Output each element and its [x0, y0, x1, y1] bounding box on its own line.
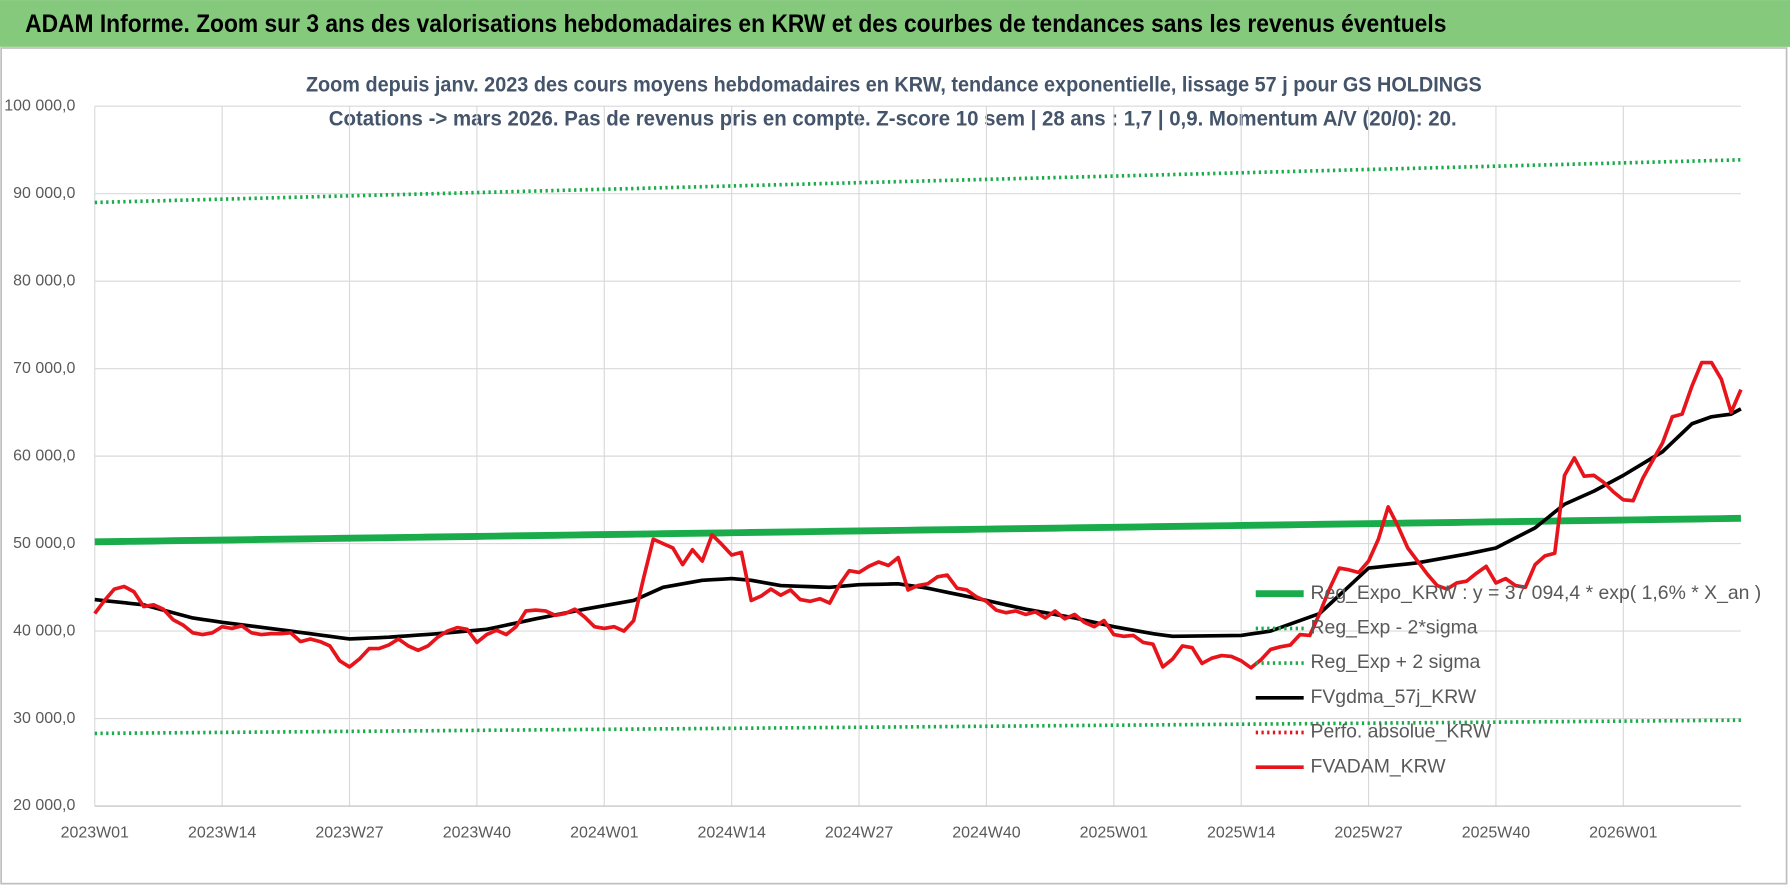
x-tick-label: 2025W14: [1207, 825, 1275, 842]
x-tick-label: 2023W14: [188, 825, 256, 842]
x-tick-label: 2025W27: [1334, 825, 1402, 842]
y-tick-label: 20 000,0: [13, 797, 75, 814]
x-tick-label: 2025W01: [1080, 825, 1148, 842]
series-line: [94, 718, 1741, 736]
x-tick-label: 2023W40: [443, 825, 511, 842]
y-tick-label: 40 000,0: [13, 622, 75, 639]
x-tick-label: 2024W27: [825, 825, 893, 842]
x-tick-label: 2025W40: [1462, 825, 1530, 842]
y-tick-label: 70 000,0: [13, 360, 75, 377]
legend-label: Reg_Expo_KRW : y = 37 094,4 * exp( 1,6% …: [1311, 582, 1762, 604]
grid: [94, 105, 1741, 807]
series-line: [93, 360, 1743, 670]
y-tick-label: 60 000,0: [13, 447, 75, 464]
series-line: [94, 158, 1741, 205]
x-tick-label: 2023W01: [61, 825, 129, 842]
header-bar: [0, 0, 1790, 47]
x-tick-label: 2026W01: [1589, 825, 1657, 842]
x-tick-label: 2023W27: [315, 825, 383, 842]
y-tick-label: 90 000,0: [13, 185, 75, 202]
legend-label: Perfo. absolue_KRW: [1311, 721, 1492, 743]
y-tick-label: 100 000,0: [4, 97, 75, 114]
y-tick-label: 80 000,0: [13, 272, 75, 289]
chart-subtitle: Cotations -> mars 2026. Pas de revenus p…: [329, 106, 1457, 131]
legend-label: FVgdma_57j_KRW: [1311, 686, 1477, 708]
chart-frame: [0, 47, 1788, 885]
y-tick-label: 30 000,0: [13, 710, 75, 727]
x-tick-label: 2024W14: [697, 825, 765, 842]
series-line: [94, 514, 1741, 546]
legend-label: Reg_Exp - 2*sigma: [1311, 617, 1478, 639]
x-tick-label: 2024W40: [952, 825, 1020, 842]
page-title: ADAM Informe. Zoom sur 3 ans des valoris…: [25, 10, 1446, 38]
legend-label: Reg_Exp + 2 sigma: [1311, 651, 1481, 673]
y-tick-label: 50 000,0: [13, 535, 75, 552]
chart-title: Zoom depuis janv. 2023 des cours moyens …: [306, 71, 1482, 96]
legend-label: FVADAM_KRW: [1311, 755, 1447, 777]
x-tick-label: 2024W01: [570, 825, 638, 842]
